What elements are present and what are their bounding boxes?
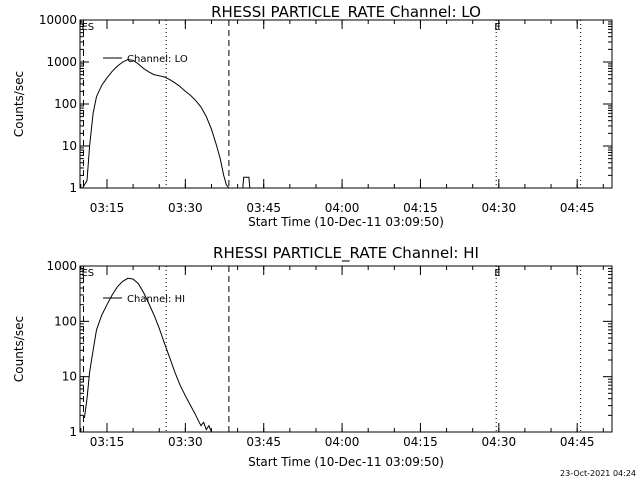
x-tick-label: 04:45 [560, 201, 595, 215]
chart-title: RHESSI PARTICLE_RATE Channel: LO [211, 3, 481, 22]
x-tick-label: 03:30 [168, 435, 203, 449]
series-line [82, 58, 251, 189]
legend-entry: Channel: LO [127, 54, 188, 65]
x-tick-label: 04:30 [482, 201, 517, 215]
event-marker-label: E [494, 22, 500, 33]
y-tick-label: 10000 [39, 13, 77, 27]
event-marker-label: ES [81, 268, 94, 279]
x-tick-label: 04:15 [403, 201, 438, 215]
y-tick-label: 1000 [46, 259, 77, 273]
x-tick-label: 04:45 [560, 435, 595, 449]
timestamp: 23-Oct-2021 04:24 [560, 469, 636, 478]
event-marker-label: E [494, 268, 500, 279]
legend-entry: Channel: HI [127, 294, 185, 305]
x-tick-label: 03:45 [246, 201, 281, 215]
y-tick-label: 1 [69, 181, 77, 195]
x-tick-label: 03:45 [246, 435, 281, 449]
y-tick-label: 1000 [46, 55, 77, 69]
plot-frame [79, 265, 613, 433]
x-tick-label: 04:00 [325, 201, 360, 215]
x-tick-label: 04:00 [325, 435, 360, 449]
event-marker-label: ES [81, 22, 94, 33]
series-line [83, 277, 212, 433]
chart-title: RHESSI PARTICLE_RATE Channel: HI [213, 244, 479, 263]
x-tick-label: 03:15 [90, 435, 125, 449]
y-tick-label: 100 [54, 97, 77, 111]
y-tick-label: 10 [62, 139, 77, 153]
x-tick-label: 04:30 [482, 435, 517, 449]
y-tick-label: 100 [54, 314, 77, 328]
x-tick-label: 03:30 [168, 201, 203, 215]
y-axis-label: Counts/sec [12, 71, 26, 137]
y-tick-label: 10 [62, 370, 77, 384]
y-tick-label: 1 [69, 425, 77, 439]
plot-frame [79, 19, 613, 189]
y-axis-label: Counts/sec [12, 316, 26, 382]
x-tick-label: 03:15 [90, 201, 125, 215]
panel-hi: RHESSI PARTICLE_RATE Channel: HI Counts/s… [12, 244, 613, 469]
panel-lo: RHESSI PARTICLE_RATE Channel: LO Counts/s… [12, 3, 613, 229]
x-axis-label: Start Time (10-Dec-11 03:09:50) [248, 215, 444, 229]
x-tick-label: 04:15 [403, 435, 438, 449]
x-axis-label: Start Time (10-Dec-11 03:09:50) [248, 455, 444, 469]
